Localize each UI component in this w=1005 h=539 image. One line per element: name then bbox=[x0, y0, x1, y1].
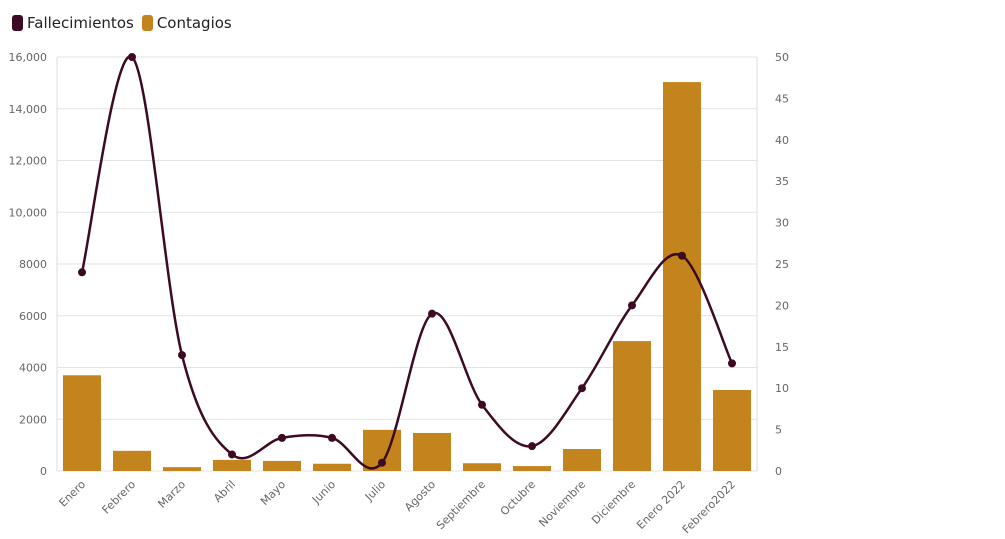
left-tick-label: 6000 bbox=[19, 310, 47, 323]
left-tick-label: 0 bbox=[40, 465, 47, 478]
left-tick-label: 8000 bbox=[19, 258, 47, 271]
right-tick-label: 30 bbox=[775, 217, 789, 230]
line-point bbox=[128, 53, 136, 61]
x-tick-label: Octubre bbox=[498, 478, 538, 518]
legend-swatch bbox=[141, 15, 153, 31]
x-tick-label: Abril bbox=[211, 478, 238, 505]
line-point bbox=[78, 268, 86, 277]
left-tick-label: 2000 bbox=[19, 413, 47, 426]
right-tick-label: 25 bbox=[775, 258, 789, 271]
right-tick-label: 15 bbox=[775, 341, 789, 354]
line-point bbox=[478, 400, 486, 409]
line-point bbox=[278, 433, 286, 442]
bar bbox=[663, 82, 701, 471]
series-line bbox=[80, 55, 734, 470]
bar bbox=[563, 449, 601, 471]
x-tick-label: Febrero2022 bbox=[680, 478, 738, 536]
legend-swatch bbox=[12, 15, 23, 31]
line-point bbox=[678, 251, 686, 260]
left-tick-label: 14,000 bbox=[9, 103, 48, 116]
line-point bbox=[378, 458, 386, 467]
legend-label: Fallecimientos bbox=[27, 14, 134, 32]
line-point bbox=[728, 359, 736, 368]
bar bbox=[513, 466, 551, 471]
line-point bbox=[628, 301, 636, 310]
bar bbox=[313, 463, 351, 471]
right-tick-label: 45 bbox=[775, 92, 789, 105]
bar bbox=[213, 459, 251, 471]
line-point bbox=[428, 309, 436, 318]
right-tick-label: 5 bbox=[775, 424, 782, 437]
x-tick-label: Agosto bbox=[402, 478, 438, 514]
line-point bbox=[328, 433, 336, 442]
line-point bbox=[178, 351, 186, 360]
x-tick-label: Mayo bbox=[258, 478, 288, 508]
line-point bbox=[528, 442, 536, 451]
bar bbox=[613, 341, 651, 471]
bar bbox=[463, 463, 501, 471]
bar bbox=[413, 432, 451, 471]
right-tick-label: 20 bbox=[775, 299, 789, 312]
bar bbox=[163, 467, 201, 471]
right-tick-label: 50 bbox=[775, 51, 789, 64]
x-tick-label: Marzo bbox=[155, 478, 188, 511]
x-tick-label: Diciembre bbox=[589, 478, 638, 527]
bar bbox=[263, 460, 301, 471]
left-tick-label: 16,000 bbox=[9, 51, 48, 64]
legend-label: Contagios bbox=[156, 14, 232, 32]
legend: Fallecimientos Contagios bbox=[12, 14, 232, 32]
bar bbox=[713, 390, 751, 471]
bar bbox=[113, 450, 151, 471]
x-tick-label: Julio bbox=[362, 478, 388, 504]
x-tick-label: Enero bbox=[57, 478, 89, 510]
legend-item-fallecimientos[interactable]: Fallecimientos bbox=[12, 14, 134, 32]
right-tick-label: 0 bbox=[775, 465, 782, 478]
right-tick-label: 10 bbox=[775, 382, 789, 395]
right-tick-label: 40 bbox=[775, 134, 789, 147]
right-tick-label: 35 bbox=[775, 175, 789, 188]
x-tick-label: Febrero bbox=[100, 478, 139, 517]
x-tick-label: Noviembre bbox=[536, 478, 588, 530]
x-tick-label: Septiembre bbox=[434, 478, 488, 532]
x-tick-label: Enero 2022 bbox=[634, 478, 688, 532]
left-tick-label: 12,000 bbox=[9, 155, 48, 168]
line-point bbox=[578, 384, 586, 393]
left-tick-label: 4000 bbox=[19, 362, 47, 375]
line-point bbox=[228, 450, 236, 459]
x-tick-label: Junio bbox=[309, 478, 338, 507]
bar bbox=[63, 375, 101, 471]
legend-item-contagios[interactable]: Contagios bbox=[141, 14, 232, 32]
left-tick-label: 10,000 bbox=[9, 206, 48, 219]
